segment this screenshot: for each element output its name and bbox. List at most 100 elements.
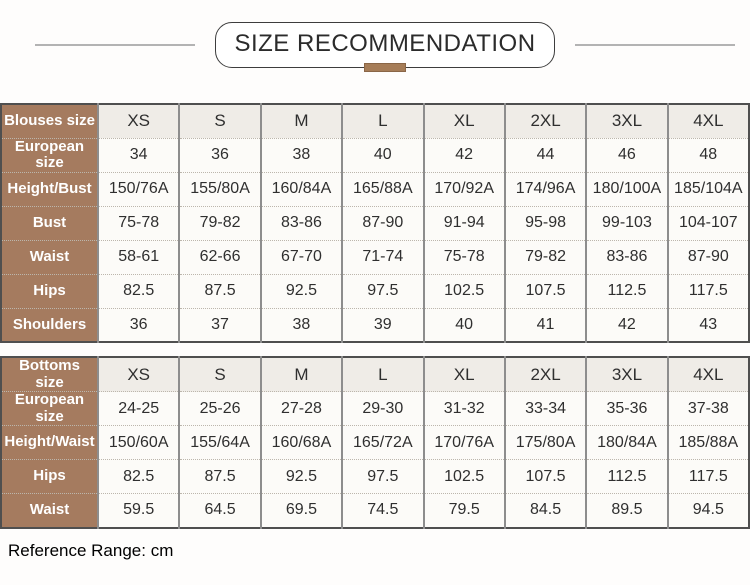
size-column-header: S: [178, 104, 261, 138]
bottoms-size-table: Bottoms size XS S M L XL 2XL 3XL 4XL European siz…: [0, 356, 750, 529]
row-label: Height/Bust: [1, 171, 98, 206]
size-value-cell: 160/68A: [259, 425, 343, 460]
size-value-cell: 83-86: [259, 205, 343, 240]
row-label: Waist: [1, 493, 98, 528]
blouses-size-table: Blouses size XS S M L XL 2XL 3XL 4XL European siz…: [0, 103, 750, 343]
size-value-cell: 79-82: [503, 239, 587, 274]
size-value-cell: 87-90: [666, 239, 749, 274]
size-value-cell: 84.5: [503, 493, 587, 528]
size-value-cell: 40: [341, 137, 424, 172]
size-value-cell: 107.5: [503, 273, 587, 308]
size-value-cell: 42: [422, 137, 505, 172]
row-label: European size: [1, 137, 98, 172]
size-value-cell: 24-25: [96, 391, 180, 426]
size-value-cell: 38: [259, 137, 343, 172]
row-label: European size: [1, 391, 98, 426]
size-value-cell: 165/72A: [341, 425, 424, 460]
size-value-cell: 99-103: [585, 205, 668, 240]
size-value-cell: 48: [666, 137, 749, 172]
size-column-header: 2XL: [503, 357, 587, 392]
blouses-row-6: Shoulders 36 37 38 39 40 41 42 43: [1, 307, 749, 342]
size-value-cell: 38: [259, 307, 343, 342]
size-value-cell: 95-98: [503, 205, 587, 240]
size-column-header: L: [341, 104, 424, 138]
size-value-cell: 94.5: [666, 493, 749, 528]
size-value-cell: 92.5: [259, 273, 343, 308]
size-value-cell: 42: [585, 307, 668, 342]
blouses-row-3: Bust 75-78 79-82 83-86 87-90 91-94 95-98 99-103…: [1, 205, 749, 240]
size-value-cell: 170/76A: [422, 425, 505, 460]
size-value-cell: 27-28: [259, 391, 343, 426]
header: SIZE RECOMMENDATION: [0, 0, 750, 103]
size-value-cell: 41: [503, 307, 587, 342]
size-value-cell: 174/96A: [503, 171, 587, 206]
size-column-header: XL: [422, 104, 505, 138]
size-value-cell: 35-36: [585, 391, 668, 426]
row-label: Bottoms size: [1, 357, 98, 392]
size-value-cell: 82.5: [96, 273, 180, 308]
size-column-header: XS: [96, 104, 180, 138]
size-column-header: 2XL: [503, 104, 587, 138]
blouses-row-2: Height/Bust 150/76A 155/80A 160/84A 165/88A 1…: [1, 171, 749, 206]
size-value-cell: 102.5: [422, 459, 505, 494]
size-value-cell: 37-38: [666, 391, 749, 426]
size-value-cell: 150/60A: [96, 425, 180, 460]
size-value-cell: 83-86: [585, 239, 668, 274]
size-value-cell: 75-78: [422, 239, 505, 274]
size-value-cell: 36: [96, 307, 180, 342]
bottoms-row-0: Bottoms size XS S M L XL 2XL 3XL 4XL: [1, 357, 749, 392]
size-value-cell: 33-34: [503, 391, 587, 426]
size-value-cell: 29-30: [341, 391, 424, 426]
bottoms-row-2: Height/Waist 150/60A 155/64A 160/68A 165/72A…: [1, 425, 749, 460]
page-title: SIZE RECOMMENDATION: [234, 29, 536, 57]
size-value-cell: 40: [422, 307, 505, 342]
bottoms-row-1: European size 24-25 25-26 27-28 29-30 31-32 33…: [1, 391, 749, 426]
divider-line-left: [35, 43, 196, 46]
row-label: Waist: [1, 239, 98, 274]
blouses-row-5: Hips 82.5 87.5 92.5 97.5 102.5 107.5 112.5 117.5: [1, 273, 749, 308]
size-value-cell: 59.5: [96, 493, 180, 528]
size-value-cell: 44: [503, 137, 587, 172]
size-column-header: 3XL: [585, 104, 668, 138]
row-label: Blouses size: [1, 104, 98, 138]
size-value-cell: 39: [341, 307, 424, 342]
title-box: SIZE RECOMMENDATION: [215, 21, 555, 72]
size-value-cell: 71-74: [341, 239, 424, 274]
size-value-cell: 117.5: [666, 273, 749, 308]
row-label: Hips: [1, 273, 98, 308]
size-value-cell: 82.5: [96, 459, 180, 494]
size-value-cell: 102.5: [422, 273, 505, 308]
size-value-cell: 34: [96, 137, 180, 172]
size-value-cell: 43: [666, 307, 749, 342]
size-value-cell: 58-61: [96, 239, 180, 274]
size-column-header: XL: [422, 357, 505, 392]
size-value-cell: 37: [178, 307, 261, 342]
size-column-header: XS: [96, 357, 180, 392]
row-label: Bust: [1, 205, 98, 240]
size-value-cell: 112.5: [585, 273, 668, 308]
blouses-row-1: European size 34 36 38 40 42 44 46 48: [1, 137, 749, 172]
size-value-cell: 185/104A: [666, 171, 749, 206]
size-value-cell: 31-32: [422, 391, 505, 426]
row-label: Height/Waist: [1, 425, 98, 460]
size-column-header: 4XL: [666, 104, 749, 138]
size-value-cell: 112.5: [585, 459, 668, 494]
row-label: Shoulders: [1, 307, 98, 342]
blouses-row-0: Blouses size XS S M L XL 2XL 3XL 4XL: [1, 104, 749, 138]
size-value-cell: 62-66: [178, 239, 261, 274]
size-value-cell: 75-78: [96, 205, 180, 240]
size-value-cell: 180/100A: [585, 171, 668, 206]
divider-line-right: [574, 43, 735, 46]
reference-range-note: Reference Range: cm: [8, 540, 174, 560]
size-value-cell: 79.5: [422, 493, 505, 528]
size-value-cell: 155/64A: [178, 425, 261, 460]
size-value-cell: 25-26: [178, 391, 261, 426]
size-column-header: S: [178, 357, 261, 392]
size-value-cell: 170/92A: [422, 171, 505, 206]
size-value-cell: 175/80A: [503, 425, 587, 460]
title-accent-bar: [364, 62, 406, 72]
blouses-row-4: Waist 58-61 62-66 67-70 71-74 75-78 79-82 83-86…: [1, 239, 749, 274]
size-value-cell: 165/88A: [341, 171, 424, 206]
size-column-header: M: [259, 357, 343, 392]
bottoms-row-3: Hips 82.5 87.5 92.5 97.5 102.5 107.5 112.5 117.5: [1, 459, 749, 494]
